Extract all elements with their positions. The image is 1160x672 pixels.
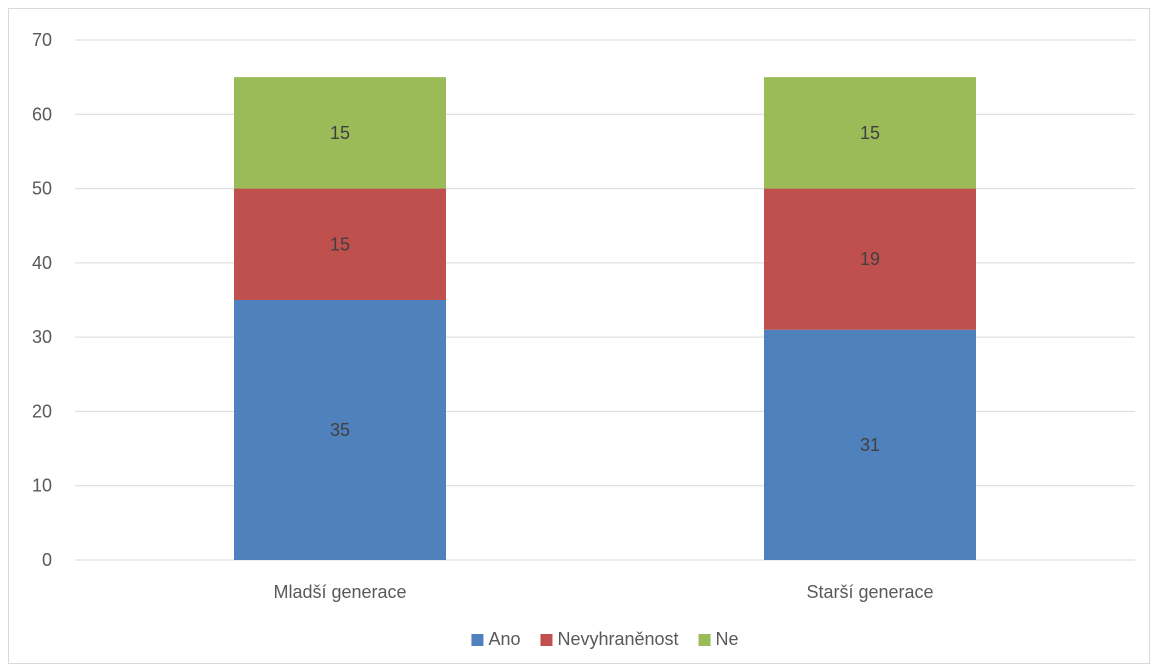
y-tick-label: 20 bbox=[32, 401, 52, 421]
legend-swatch bbox=[471, 634, 484, 646]
x-category-label: Mladší generace bbox=[273, 582, 406, 602]
y-tick-label: 70 bbox=[32, 30, 52, 50]
data-label: 19 bbox=[860, 249, 880, 269]
bar-segment-nevyhraněnost-2 bbox=[764, 188, 976, 330]
legend: Ano Nevyhraněnost Ne bbox=[471, 629, 739, 649]
x-axis-categories: Mladší generace Starší generace bbox=[273, 582, 933, 602]
y-tick-label: 30 bbox=[32, 327, 52, 347]
y-tick-label: 0 bbox=[42, 550, 52, 570]
legend-swatch bbox=[540, 634, 553, 646]
data-label: 35 bbox=[330, 420, 350, 440]
legend-item-ano: Ano bbox=[471, 629, 520, 649]
legend-item-nevyhraněnost: Nevyhraněnost bbox=[540, 629, 679, 649]
data-label: 15 bbox=[330, 234, 350, 254]
bar-segment-ano-2 bbox=[764, 329, 976, 560]
y-axis-ticks: 0 10 20 30 40 50 60 70 bbox=[32, 30, 52, 570]
bar-segment-nevyhraněnost-1 bbox=[234, 188, 446, 300]
x-category-label: Starší generace bbox=[806, 582, 933, 602]
data-label: 15 bbox=[860, 123, 880, 143]
bar-segment-ano-1 bbox=[234, 300, 446, 560]
bars: 35 15 15 31 19 15 bbox=[234, 77, 976, 560]
y-tick-label: 10 bbox=[32, 476, 52, 496]
bar-segment-ne-2 bbox=[764, 77, 976, 189]
legend-label: Ano bbox=[488, 629, 520, 649]
chart-area: 0 10 20 30 40 50 60 70 35 15 15 31 19 15 Mladší gene… bbox=[8, 8, 1150, 664]
y-tick-label: 60 bbox=[32, 104, 52, 124]
bar-segment-ne-1 bbox=[234, 77, 446, 189]
data-label: 15 bbox=[330, 123, 350, 143]
data-label: 31 bbox=[860, 435, 880, 455]
y-tick-label: 40 bbox=[32, 253, 52, 273]
y-tick-label: 50 bbox=[32, 179, 52, 199]
legend-item-ne: Ne bbox=[698, 629, 739, 649]
legend-label: Nevyhraněnost bbox=[557, 629, 678, 649]
legend-swatch bbox=[698, 634, 711, 646]
stacked-bar-chart: 0 10 20 30 40 50 60 70 35 15 15 31 19 15 Mladší gene… bbox=[32, 30, 1135, 649]
legend-label: Ne bbox=[716, 629, 739, 649]
